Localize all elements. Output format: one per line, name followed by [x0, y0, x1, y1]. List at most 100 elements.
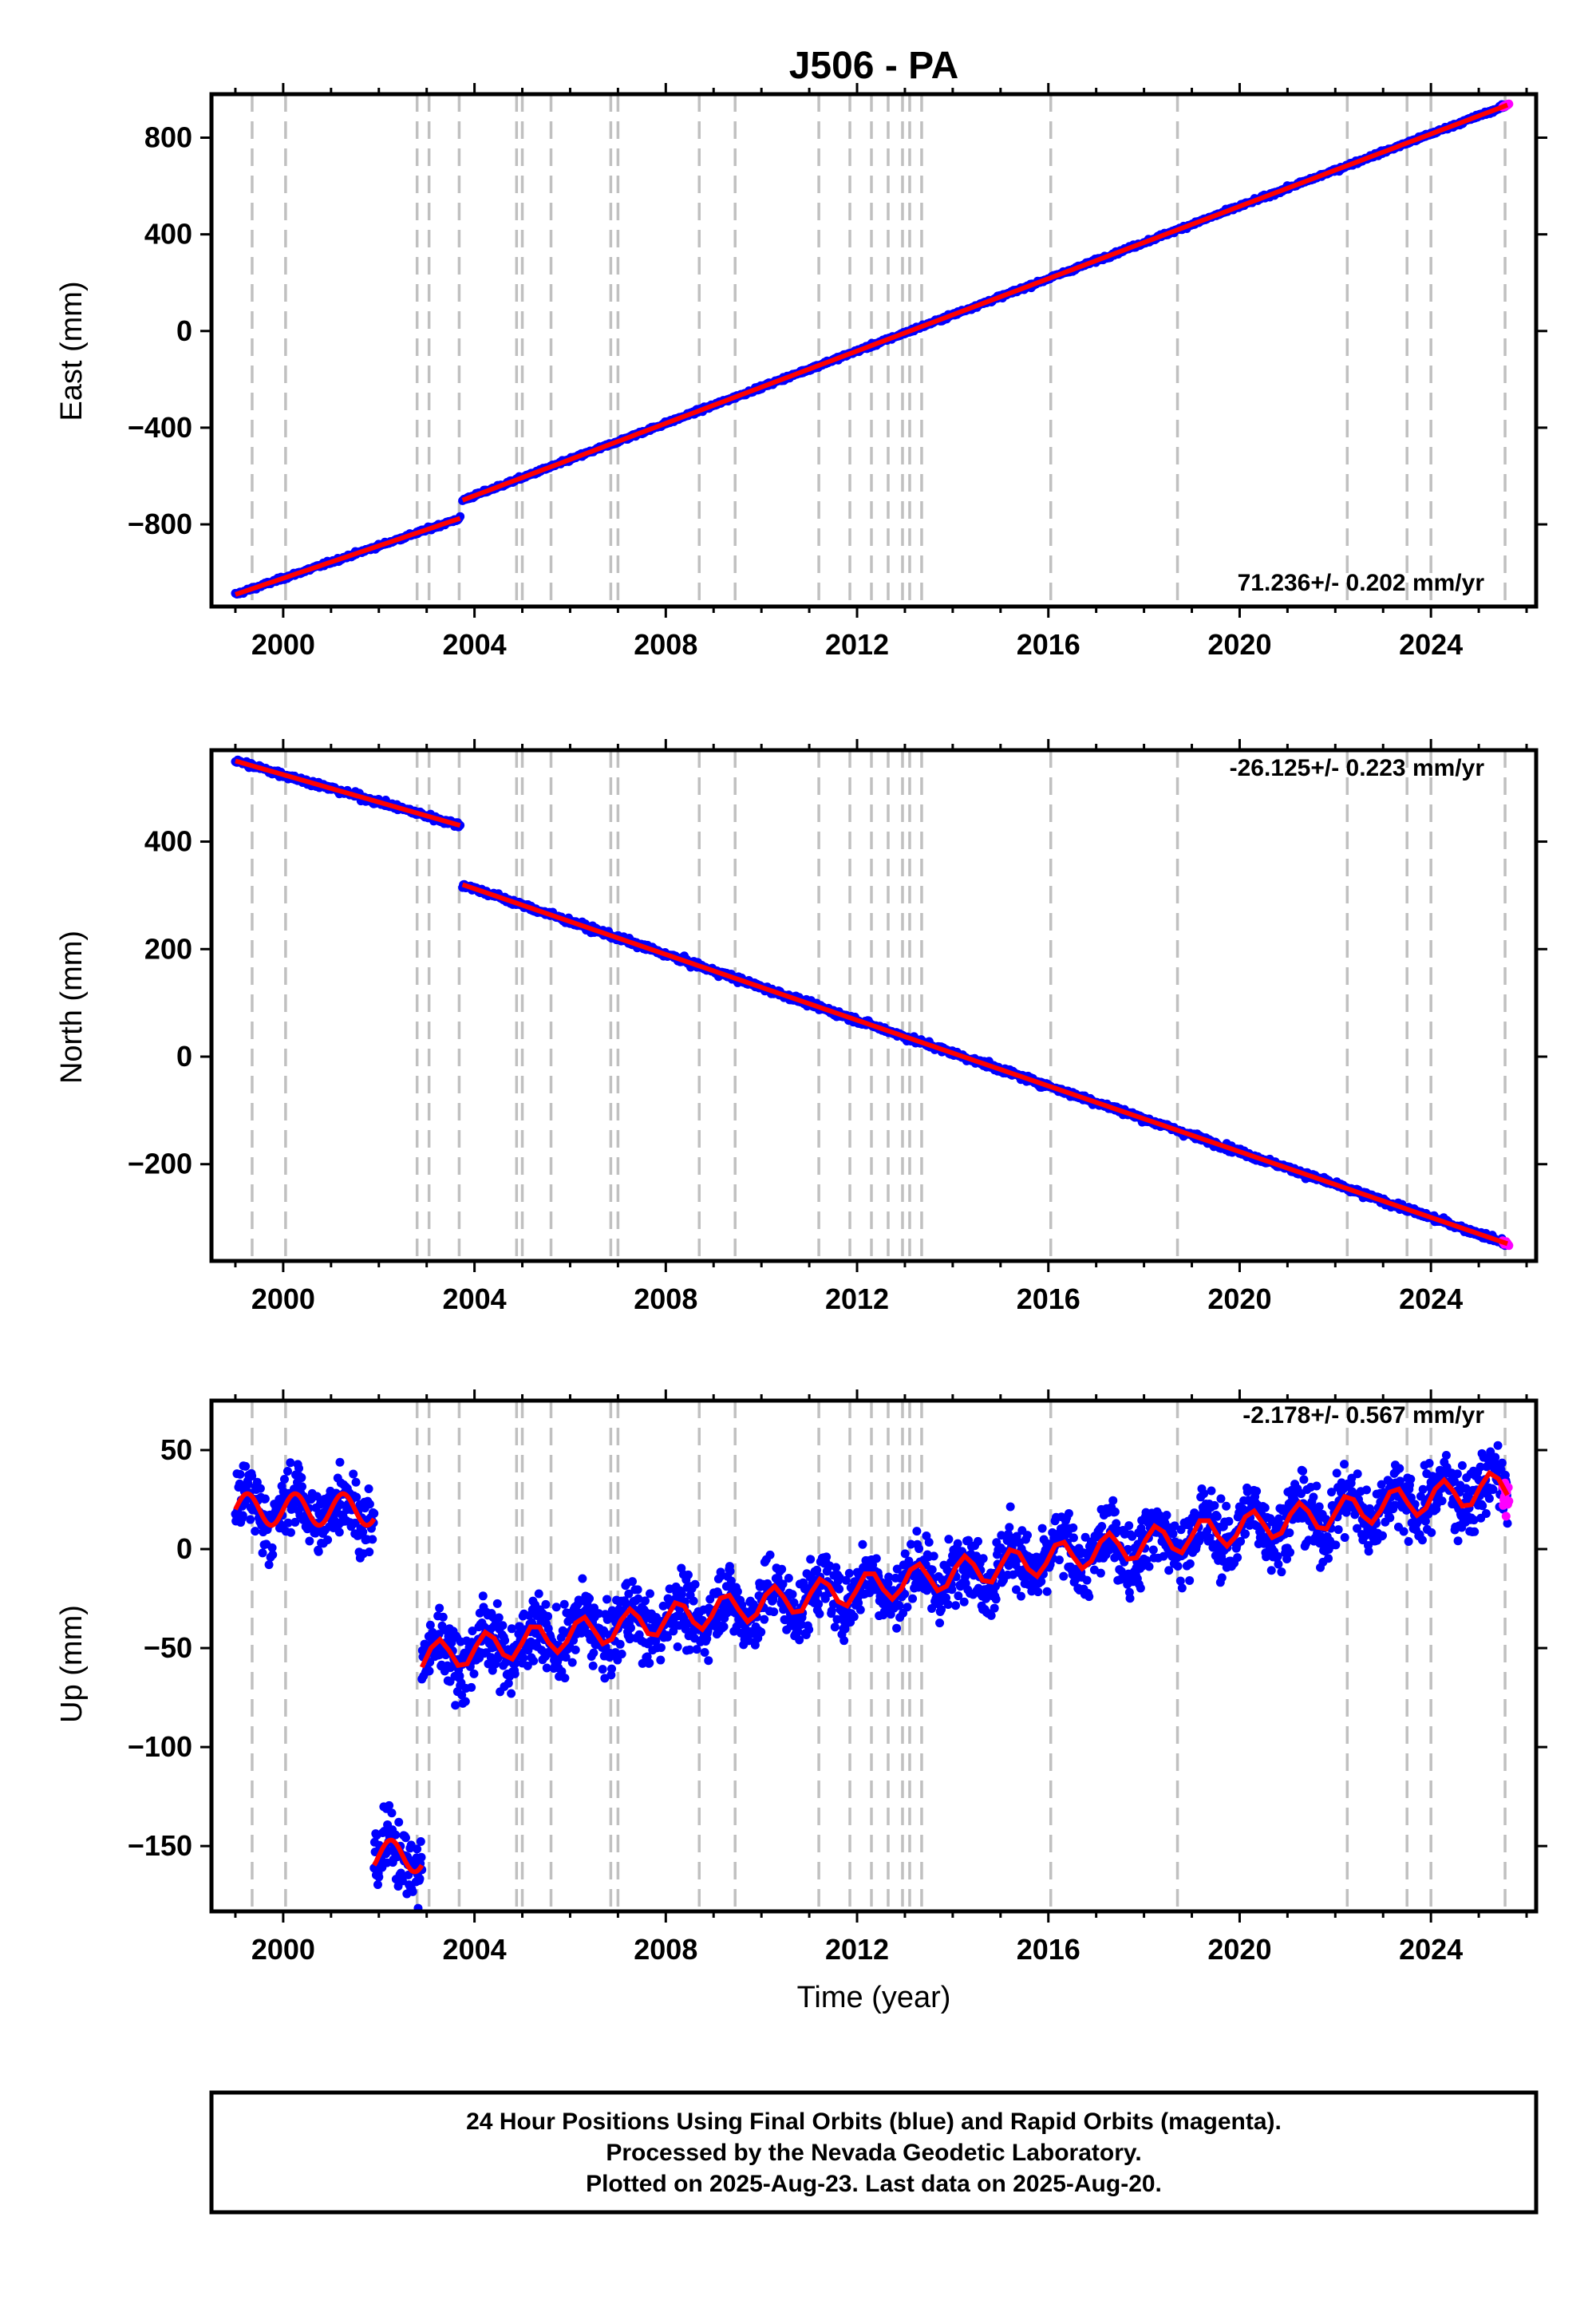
north-axis-label: North (mm)	[55, 931, 89, 1084]
data-point	[935, 1618, 945, 1628]
data-point	[769, 1607, 779, 1617]
data-point	[352, 1492, 361, 1502]
x-tick-label: 2024	[1399, 1282, 1463, 1315]
data-point	[690, 1579, 700, 1589]
y-tick-label: 800	[144, 121, 192, 154]
data-point	[268, 1550, 278, 1559]
data-point	[451, 1701, 460, 1710]
model-line	[461, 102, 1509, 503]
data-point	[241, 1461, 251, 1471]
data-point	[255, 1484, 265, 1493]
data-point	[858, 1539, 867, 1549]
data-point	[832, 1563, 841, 1572]
data-point	[258, 1548, 267, 1558]
data-point	[286, 1458, 295, 1468]
data-point	[365, 1500, 374, 1509]
data-point	[529, 1656, 539, 1666]
data-point	[704, 1656, 713, 1666]
data-point	[541, 1599, 551, 1609]
data-point	[974, 1536, 983, 1546]
data-point	[551, 1603, 561, 1612]
data-point	[765, 1550, 775, 1559]
data-point	[912, 1527, 922, 1536]
model-line	[235, 516, 461, 597]
data-point	[416, 1837, 425, 1847]
data-point	[588, 1661, 598, 1670]
data-point	[656, 1655, 666, 1665]
data-point	[279, 1475, 289, 1484]
data-point	[944, 1535, 954, 1544]
data-point	[519, 1653, 528, 1662]
data-point	[991, 1595, 1001, 1604]
east-axis-label: East (mm)	[55, 281, 89, 421]
data-point	[478, 1591, 488, 1601]
data-point	[385, 1800, 394, 1810]
data-point	[534, 1589, 543, 1599]
data-point	[760, 1614, 769, 1624]
data-point	[368, 1535, 377, 1544]
data-point	[498, 1621, 508, 1630]
x-tick-label: 2016	[1017, 628, 1080, 661]
x-tick-label: 2008	[634, 1282, 697, 1315]
y-tick-label: −800	[128, 508, 192, 540]
data-point	[892, 1623, 902, 1633]
x-tick-label: 2008	[634, 628, 697, 661]
data-point	[500, 1635, 510, 1645]
data-point	[415, 1874, 425, 1883]
data-point	[806, 1555, 816, 1564]
data-point	[401, 1833, 410, 1843]
east-panel: 71.236+/- 0.202 mm/yr East (mm) −800−400…	[55, 83, 1547, 661]
north-plot-area	[231, 750, 1514, 1261]
data-point	[238, 1511, 247, 1520]
data-point	[822, 1552, 832, 1562]
east-plot-area	[231, 94, 1514, 607]
data-point	[460, 1697, 470, 1706]
data-point	[607, 1664, 617, 1674]
data-point	[413, 1844, 422, 1854]
data-point	[788, 1590, 797, 1599]
data-point	[757, 1627, 766, 1637]
data-point	[733, 1587, 742, 1596]
data-point	[425, 1666, 434, 1676]
y-tick-label: 400	[144, 825, 192, 858]
data-point	[387, 1808, 397, 1818]
data-point	[408, 1887, 417, 1896]
data-point	[286, 1528, 295, 1537]
east-rate-label: 71.236+/- 0.202 mm/yr	[1238, 570, 1485, 596]
data-point	[243, 1480, 253, 1489]
data-point	[298, 1482, 307, 1492]
data-point	[815, 1609, 824, 1618]
data-point	[990, 1603, 999, 1613]
data-point	[373, 1879, 382, 1889]
y-tick-label: −200	[128, 1148, 192, 1180]
data-point	[645, 1589, 654, 1599]
data-point	[365, 1547, 374, 1557]
plot-title: J506 - PA	[789, 45, 959, 87]
data-point	[492, 1599, 502, 1608]
data-point	[374, 1872, 384, 1882]
data-point	[844, 1568, 854, 1578]
model-line	[235, 758, 461, 828]
north-panel: -26.125+/- 0.223 mm/yr North (mm) −20002…	[55, 739, 1547, 1315]
x-tick-label: 2012	[825, 628, 889, 661]
x-tick-label: 2000	[251, 628, 315, 661]
data-point	[507, 1689, 516, 1698]
data-point	[294, 1464, 304, 1473]
data-point	[560, 1674, 570, 1683]
data-point	[953, 1539, 962, 1548]
x-tick-label: 2004	[443, 1282, 507, 1315]
data-point	[438, 1612, 448, 1622]
y-tick-label: 0	[176, 314, 192, 347]
x-tick-label: 2004	[443, 628, 507, 661]
data-point	[467, 1682, 476, 1692]
data-point	[369, 1508, 379, 1518]
data-point	[683, 1570, 693, 1579]
data-point	[559, 1599, 569, 1609]
data-point	[617, 1650, 626, 1659]
data-point	[903, 1603, 912, 1612]
data-point	[1005, 1502, 1015, 1512]
data-point	[602, 1595, 612, 1604]
y-tick-label: 400	[144, 218, 192, 251]
x-tick-label: 2024	[1399, 628, 1463, 661]
data-point	[305, 1536, 314, 1546]
